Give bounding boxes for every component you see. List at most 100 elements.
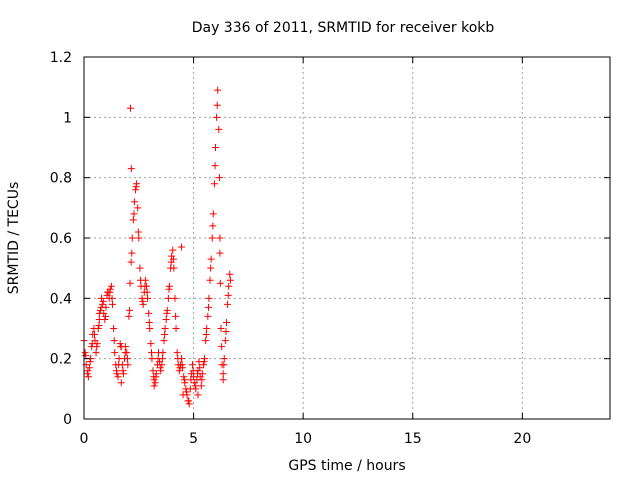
data-point	[101, 315, 109, 323]
data-point	[94, 325, 102, 332]
data-point	[175, 367, 183, 375]
data-point	[107, 282, 115, 290]
data-point	[187, 376, 195, 384]
data-point	[209, 222, 217, 230]
data-point	[204, 303, 212, 311]
data-point	[110, 337, 118, 345]
data-point	[96, 306, 104, 314]
data-point	[115, 361, 123, 369]
data-point	[152, 373, 160, 381]
data-point	[224, 291, 232, 299]
data-point	[179, 391, 187, 399]
data-point	[197, 382, 205, 390]
data-point	[97, 303, 105, 311]
data-point	[112, 367, 120, 375]
data-point	[95, 309, 103, 317]
x-axis-label: GPS time / hours	[288, 458, 405, 474]
data-point	[123, 355, 131, 363]
data-point	[219, 376, 227, 384]
ticks-layer	[83, 56, 610, 420]
data-point	[99, 297, 107, 305]
data-point	[165, 285, 173, 293]
data-point	[130, 198, 138, 206]
data-point	[117, 379, 125, 387]
y-tick-label: 0.6	[50, 231, 72, 247]
data-point	[145, 309, 153, 317]
data-point	[127, 165, 135, 173]
data-point	[136, 264, 144, 272]
data-point	[151, 379, 159, 387]
data-point	[207, 264, 215, 272]
data-point	[156, 364, 164, 372]
data-point	[180, 373, 188, 381]
y-tick-label: 0	[63, 412, 72, 428]
tick-labels-layer: 0 0.2 0.4 0.6 0.8 1 1.2 0 5 10 15 20	[50, 50, 532, 447]
data-point	[111, 349, 119, 357]
data-point	[126, 279, 134, 287]
y-axis-label: SRMTID / TECUs	[6, 182, 22, 295]
data-point	[108, 300, 116, 308]
data-point	[119, 367, 127, 375]
data-point	[213, 113, 221, 121]
data-point	[134, 204, 142, 212]
data-point	[84, 367, 92, 375]
data-point	[114, 373, 122, 381]
data-point	[218, 343, 226, 351]
data-point	[129, 216, 137, 224]
data-point	[196, 364, 204, 372]
data-point	[172, 325, 180, 332]
data-point	[148, 355, 156, 363]
data-point	[160, 337, 168, 345]
data-point	[83, 370, 91, 378]
data-point	[134, 228, 142, 236]
data-point	[217, 325, 225, 332]
data-point	[183, 388, 191, 396]
data-point	[172, 312, 180, 320]
y-tick-label: 0.4	[50, 291, 72, 307]
data-point	[161, 331, 169, 339]
y-tick-label: 1.2	[50, 50, 72, 66]
data-point	[194, 370, 202, 378]
data-point	[180, 376, 188, 384]
data-point	[99, 300, 107, 308]
data-point	[185, 397, 193, 405]
data-point	[116, 340, 124, 348]
data-point	[169, 255, 177, 263]
y-tick-label: 1	[63, 110, 72, 126]
data-point	[173, 349, 181, 357]
data-point	[127, 258, 135, 266]
data-point	[132, 183, 140, 191]
data-point	[81, 349, 89, 357]
x-tick-label: 0	[80, 431, 89, 447]
data-point	[206, 276, 214, 284]
data-point	[171, 294, 179, 302]
data-point	[216, 279, 224, 287]
data-point	[212, 144, 219, 151]
data-point	[204, 312, 212, 320]
data-point	[225, 282, 233, 290]
data-points-layer	[80, 86, 234, 408]
data-point	[169, 246, 177, 254]
data-point	[110, 325, 118, 332]
data-point	[128, 249, 136, 257]
data-point	[174, 355, 182, 363]
data-point	[158, 355, 166, 363]
data-point	[210, 180, 218, 188]
data-point	[144, 294, 152, 302]
data-point	[98, 294, 106, 302]
data-point	[135, 234, 143, 242]
data-point	[161, 325, 169, 332]
data-point	[211, 162, 219, 170]
data-point	[139, 297, 147, 305]
data-point	[222, 328, 230, 336]
x-tick-label: 10	[294, 431, 312, 447]
data-point	[101, 312, 109, 320]
data-point	[221, 337, 229, 345]
data-point	[220, 355, 228, 363]
data-point	[162, 315, 170, 323]
data-point	[226, 276, 234, 284]
data-point	[220, 361, 228, 369]
data-point	[202, 337, 210, 345]
data-point	[126, 306, 134, 314]
